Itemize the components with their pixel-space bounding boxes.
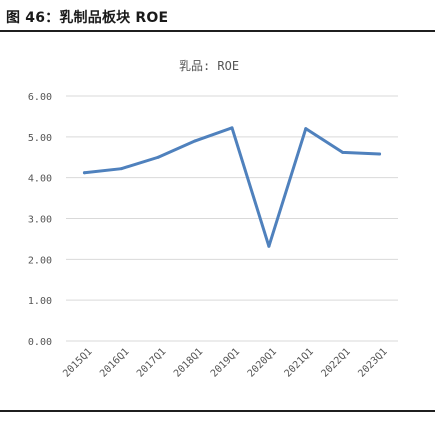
series-layer (82, 126, 382, 248)
x-tick-label: 2023Q1 (356, 346, 389, 379)
top-rule (0, 30, 435, 32)
y-tick-label: 0.00 (28, 337, 52, 348)
series-line-0 (82, 126, 382, 248)
data-point (193, 139, 197, 143)
data-point (119, 167, 123, 171)
data-point (341, 150, 345, 154)
y-tick-label: 1.00 (28, 296, 52, 307)
x-tick-label: 2016Q1 (98, 346, 131, 379)
y-tick-label: 6.00 (28, 92, 52, 103)
data-point (304, 127, 308, 131)
x-axis-ticks: 2015Q1 2016Q1 2017Q1 2018Q1 2019Q1 2020Q1 2021… (61, 346, 389, 379)
data-point (230, 126, 234, 130)
y-tick-label: 3.00 (28, 215, 52, 226)
y-tick-label: 4.00 (28, 174, 52, 185)
bottom-rule (0, 410, 435, 412)
x-tick-label: 2020Q1 (246, 346, 279, 379)
x-tick-label: 2015Q1 (61, 346, 94, 379)
x-tick-label: 2019Q1 (209, 346, 242, 379)
x-tick-label: 2017Q1 (135, 346, 168, 379)
data-point (267, 244, 271, 248)
gridlines (66, 95, 398, 342)
data-point (156, 155, 160, 159)
y-axis-ticks: 0.00 1.00 2.00 3.00 4.00 5.00 6.00 (28, 92, 52, 348)
x-tick-label: 2018Q1 (172, 346, 205, 379)
x-tick-label: 2022Q1 (319, 346, 352, 379)
data-point (82, 171, 86, 175)
y-tick-label: 5.00 (28, 133, 52, 144)
chart-title: 乳品: ROE (179, 59, 239, 73)
figure-title: 图 46：乳制品板块 ROE (6, 10, 169, 26)
data-point (378, 152, 382, 156)
y-tick-label: 2.00 (28, 255, 52, 266)
x-tick-label: 2021Q1 (283, 346, 316, 379)
